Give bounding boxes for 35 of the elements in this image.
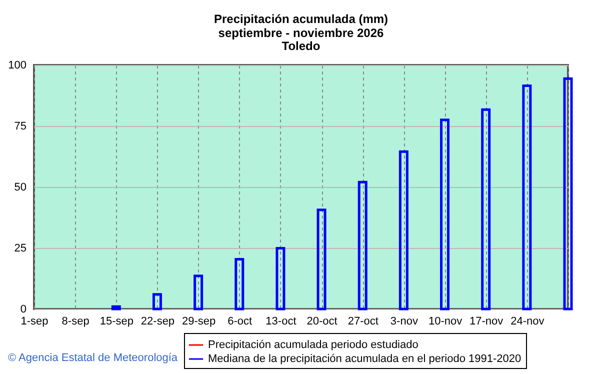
bar — [234, 258, 244, 310]
x-tick-label: 22-sep — [140, 316, 175, 328]
x-tick-label: 6-oct — [228, 316, 252, 328]
x-tick-label: 17-nov — [470, 316, 504, 328]
x-tick-label: 10-nov — [428, 316, 463, 328]
bar — [563, 77, 573, 310]
bar — [316, 208, 326, 310]
x-tick-label: 29-sep — [182, 316, 216, 328]
y-tick-label: 0 — [20, 304, 26, 316]
bar — [276, 246, 286, 310]
x-tick-label: 1-sep — [20, 316, 48, 328]
bar — [481, 108, 491, 310]
legend-label: Precipitación acumulada periodo estudiado — [208, 339, 418, 351]
y-tick-label: 100 — [8, 60, 26, 72]
legend-label: Mediana de la precipitación acumulada en el periodo 1991-2020 — [208, 353, 522, 365]
bar — [440, 118, 450, 310]
x-tick-label: 15-sep — [100, 316, 134, 328]
x-tick-label: 3-nov — [390, 316, 418, 328]
x-tick-label: 13-oct — [266, 316, 296, 328]
x-tick-label: 27-oct — [348, 316, 378, 328]
x-tick-label: 20-oct — [306, 316, 338, 328]
y-tick-label: 25 — [14, 242, 26, 254]
bar — [194, 274, 204, 310]
chart-subtitle: Toledo — [282, 39, 320, 53]
text: © Agencia Estatal de Meteorología — [8, 352, 178, 364]
bar — [358, 180, 368, 310]
bar — [398, 150, 408, 310]
x-tick-label: 8-sep — [62, 316, 90, 328]
bar — [522, 84, 532, 310]
x-tick-label: 24-nov — [510, 316, 545, 328]
chart-title: Precipitación acumulada (mm) septiembre - noviembre 2026 — [214, 12, 388, 40]
y-tick-label: 50 — [14, 182, 26, 194]
y-tick-label: 75 — [14, 120, 26, 132]
bar — [152, 293, 162, 310]
bar — [111, 305, 121, 310]
